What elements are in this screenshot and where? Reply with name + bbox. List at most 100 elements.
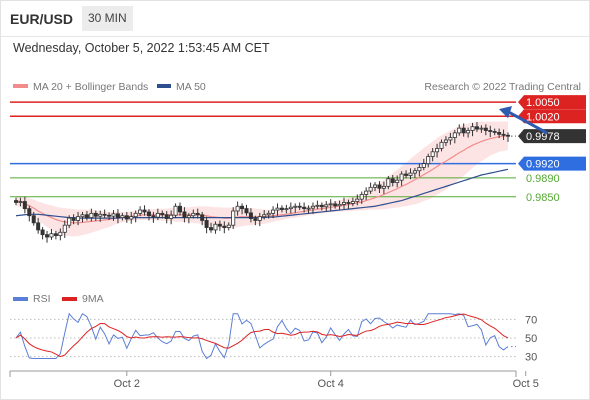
candle-body bbox=[364, 190, 369, 195]
candle-body bbox=[107, 214, 112, 217]
candle-body bbox=[443, 139, 448, 143]
candle-body bbox=[448, 137, 453, 141]
candle-body bbox=[129, 216, 134, 220]
candle-body bbox=[45, 234, 50, 238]
support-label: 0.9890 bbox=[526, 173, 560, 185]
candle-body bbox=[421, 163, 426, 168]
candle-body bbox=[333, 203, 338, 207]
rsi-ma-legend-swatch bbox=[62, 297, 77, 301]
candle-body bbox=[497, 131, 502, 135]
rsi-tick-label: 50 bbox=[525, 333, 537, 345]
candle-body bbox=[501, 133, 506, 136]
forecast-arrow-shaft bbox=[506, 109, 549, 135]
candle-body bbox=[209, 227, 214, 231]
candle-body bbox=[315, 204, 320, 207]
candle-body bbox=[71, 217, 76, 221]
candle-body bbox=[483, 127, 488, 131]
candle-body bbox=[439, 141, 444, 149]
candle-body bbox=[102, 213, 107, 216]
candle-body bbox=[80, 214, 85, 218]
candle-body bbox=[346, 202, 351, 204]
candle-body bbox=[177, 205, 182, 213]
candle-body bbox=[461, 127, 466, 134]
candle-body bbox=[22, 201, 27, 210]
price-tag-text: 1.0050 bbox=[526, 97, 560, 109]
candle-body bbox=[98, 213, 103, 217]
candle-body bbox=[142, 209, 147, 213]
candle-body bbox=[195, 212, 200, 216]
price-tag-text: 0.9920 bbox=[526, 159, 560, 171]
candle-body bbox=[479, 127, 484, 130]
candlesticks bbox=[13, 121, 516, 243]
candle-body bbox=[138, 209, 143, 214]
candle-body bbox=[466, 130, 471, 134]
candle-body bbox=[93, 212, 98, 217]
candle-body bbox=[474, 126, 479, 130]
candle-body bbox=[89, 212, 94, 219]
candle-body bbox=[381, 185, 386, 189]
rsi-tick-label: 30 bbox=[525, 352, 537, 364]
candle-body bbox=[470, 126, 475, 131]
rsi-legend-swatch bbox=[13, 297, 28, 301]
candle-body bbox=[284, 208, 289, 211]
rsi-ma-line bbox=[15, 313, 509, 358]
candle-body bbox=[337, 203, 342, 207]
candle-body bbox=[262, 214, 267, 218]
candle-body bbox=[36, 222, 41, 231]
candle-body bbox=[217, 223, 222, 227]
candle-body bbox=[288, 206, 293, 210]
ma20-legend-label: MA 20 + Bollinger Bands bbox=[33, 81, 148, 93]
credit-text: Research © 2022 Trading Central bbox=[424, 81, 581, 93]
candle-body bbox=[328, 203, 333, 206]
candle-body bbox=[368, 186, 373, 192]
candle-body bbox=[412, 170, 417, 174]
candle-body bbox=[271, 209, 276, 214]
rsi-legend-label: RSI bbox=[33, 293, 51, 305]
ma20-legend-swatch bbox=[13, 84, 28, 88]
candle-body bbox=[319, 204, 324, 208]
candle-body bbox=[435, 148, 440, 153]
candle-body bbox=[404, 173, 409, 176]
timestamp: Wednesday, October 5, 2022 1:53:45 AM CE… bbox=[13, 41, 270, 55]
candle-body bbox=[76, 216, 81, 221]
candle-body bbox=[67, 217, 72, 226]
candle-body bbox=[266, 212, 271, 216]
candle-body bbox=[151, 215, 156, 218]
candle-body bbox=[84, 214, 89, 219]
candle-body bbox=[253, 218, 258, 221]
candle-body bbox=[355, 198, 360, 202]
price-tag-text: 0.9978 bbox=[526, 131, 560, 143]
candle-body bbox=[408, 172, 413, 176]
candle-body bbox=[452, 132, 457, 139]
price-levels bbox=[10, 101, 516, 198]
candle-body bbox=[302, 206, 307, 210]
candle-body bbox=[426, 156, 431, 165]
support-label: 0.9850 bbox=[526, 192, 560, 204]
ma50-line bbox=[15, 168, 509, 219]
candle-body bbox=[124, 215, 129, 220]
rsi-line bbox=[15, 312, 509, 360]
candle-body bbox=[257, 216, 262, 221]
candle-body bbox=[58, 231, 63, 237]
main-legend: MA 20 + Bollinger Bands MA 50 bbox=[13, 81, 206, 93]
candle-body bbox=[40, 229, 45, 236]
forecast-arrow bbox=[499, 106, 549, 135]
ma50-legend-label: MA 50 bbox=[176, 81, 206, 93]
candle-body bbox=[248, 212, 253, 219]
candle-body bbox=[120, 215, 125, 219]
price-tag-1.0020 bbox=[518, 109, 586, 124]
timeframe-badge[interactable]: 30 MIN bbox=[82, 6, 133, 31]
candle-body bbox=[377, 184, 382, 189]
symbol-title: EUR/USD bbox=[10, 11, 74, 27]
candle-body bbox=[62, 224, 67, 233]
candle-body bbox=[430, 151, 435, 157]
candle-body bbox=[53, 233, 58, 237]
candle-body bbox=[200, 214, 205, 221]
candle-body bbox=[160, 212, 165, 216]
candle-body bbox=[111, 213, 116, 217]
x-tick-label: Oct 4 bbox=[318, 378, 344, 390]
candle-body bbox=[27, 208, 32, 217]
candle-body bbox=[173, 205, 178, 216]
candle-body bbox=[373, 184, 378, 188]
